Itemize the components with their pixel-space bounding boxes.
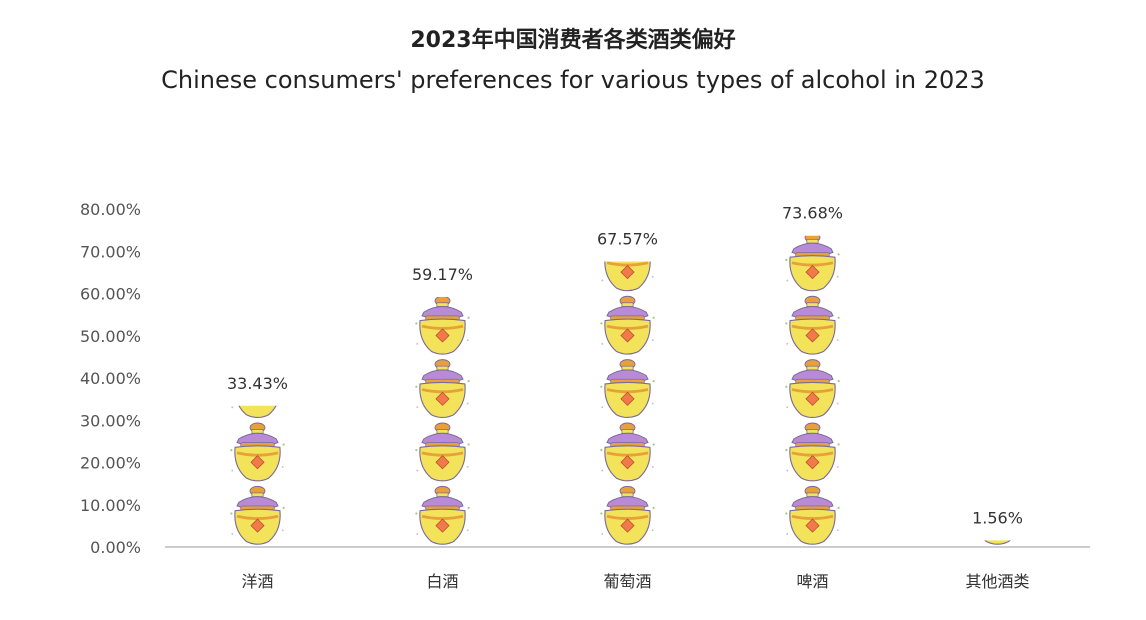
data-label: 67.57% [597, 230, 658, 249]
jar-icon [229, 484, 286, 546]
jar-icon [599, 421, 656, 483]
jar-icon [784, 358, 841, 419]
bar [599, 261, 656, 546]
data-labels: 33.43% 59.17% 67.57% 73.68% 1.56% [227, 204, 1023, 528]
x-tick-label: 洋酒 [241, 572, 273, 591]
data-label: 73.68% [782, 204, 843, 223]
bar-icons [414, 297, 471, 546]
jar-icon [599, 484, 656, 546]
x-tick-label: 啤酒 [796, 572, 828, 591]
jar-icon [784, 294, 841, 356]
bars [229, 235, 1026, 546]
jar-icon [414, 358, 471, 419]
x-tick-label: 葡萄酒 [603, 572, 651, 591]
bar-icons [599, 261, 656, 546]
x-tick-label: 其他酒类 [965, 572, 1029, 591]
y-tick-label: 70.00% [80, 242, 141, 261]
jar-icon [414, 484, 471, 546]
y-tick-label: 60.00% [80, 285, 141, 304]
jar-icon [414, 297, 471, 356]
jar-icon [599, 358, 656, 419]
jar-icon [784, 484, 841, 546]
jar-icon [599, 294, 656, 356]
x-axis: 洋酒 白酒 葡萄酒 啤酒 其他酒类 [241, 572, 1029, 591]
y-axis: 0.00% 10.00% 20.00% 30.00% 40.00% 50.00% 60.00… [80, 200, 141, 557]
jar-icon [784, 235, 841, 293]
y-tick-label: 0.00% [90, 538, 141, 557]
chart-title: 2023年中国消费者各类酒类偏好 [410, 28, 736, 53]
data-label: 1.56% [972, 508, 1023, 527]
y-tick-label: 80.00% [80, 200, 141, 219]
jar-icon [229, 421, 286, 483]
jar-icon [414, 421, 471, 483]
jar-icon [784, 421, 841, 483]
y-tick-label: 30.00% [80, 411, 141, 430]
data-label: 33.43% [227, 374, 288, 393]
y-tick-label: 20.00% [80, 454, 141, 473]
y-tick-label: 50.00% [80, 327, 141, 346]
bar [784, 235, 841, 546]
bar [414, 297, 471, 546]
chart-subtitle: Chinese consumers' preferences for vario… [161, 66, 985, 94]
x-tick-label: 白酒 [426, 572, 458, 591]
bar-icons [784, 235, 841, 546]
y-tick-label: 40.00% [80, 369, 141, 388]
data-label: 59.17% [412, 265, 473, 284]
y-tick-label: 10.00% [80, 496, 141, 515]
